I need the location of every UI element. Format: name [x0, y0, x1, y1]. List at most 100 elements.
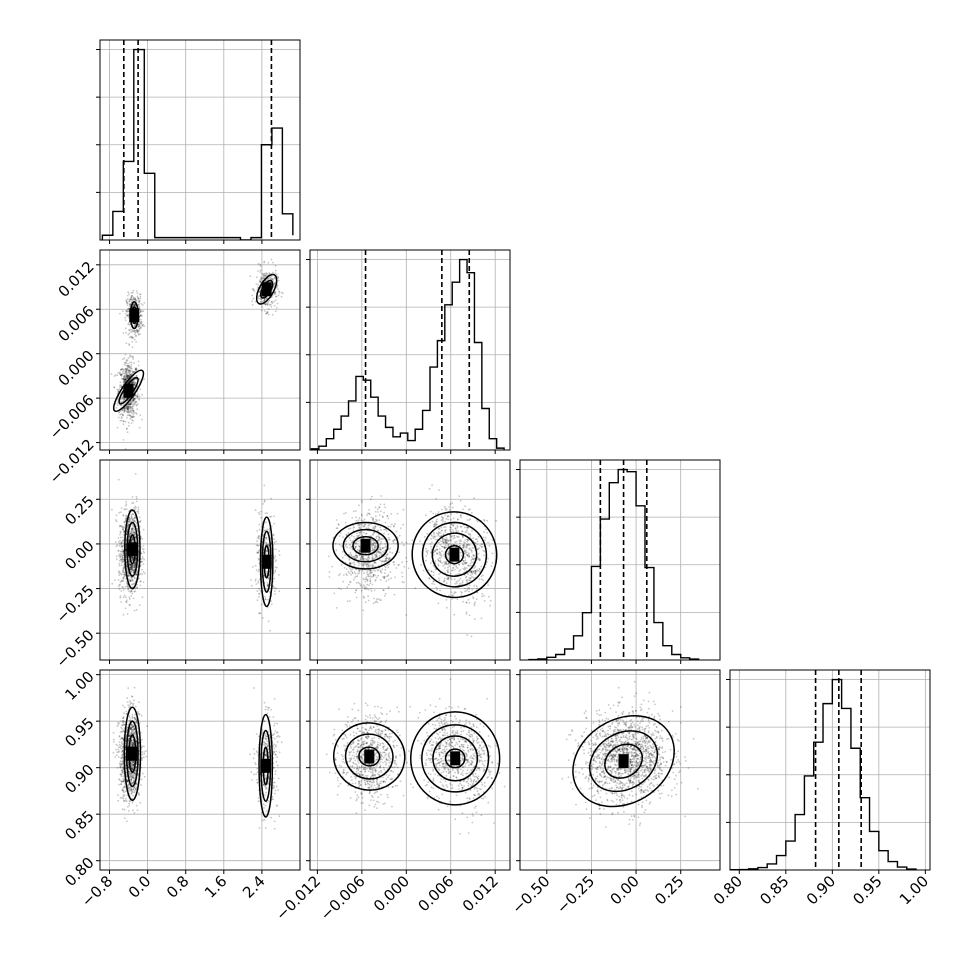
sample-point	[124, 373, 126, 375]
sample-point	[266, 583, 269, 586]
sample-point	[130, 402, 133, 405]
sample-point	[125, 563, 128, 566]
sample-point	[133, 531, 136, 534]
sample-point	[117, 570, 120, 572]
sample-point	[122, 596, 125, 599]
sample-point	[268, 530, 270, 533]
sample-point	[367, 565, 370, 567]
sample-point	[123, 573, 126, 576]
sample-point	[444, 541, 447, 543]
sample-point	[470, 570, 472, 573]
sample-point	[128, 575, 131, 577]
sample-point	[128, 520, 130, 523]
sample-point	[123, 526, 125, 529]
sample-point	[449, 528, 451, 531]
sample-point	[134, 561, 137, 564]
sample-point	[133, 398, 135, 400]
sample-point	[360, 563, 363, 565]
sample-point	[135, 368, 137, 370]
sample-point	[258, 280, 261, 283]
sample-point	[126, 524, 129, 527]
sample-point	[447, 577, 450, 579]
sample-point	[135, 495, 138, 498]
sample-point	[470, 635, 473, 638]
sample-point	[134, 398, 137, 400]
panel-frame	[309, 249, 511, 451]
sample-point	[467, 539, 469, 542]
sample-point	[362, 577, 365, 580]
sample-point	[378, 555, 381, 557]
sample-point	[120, 757, 122, 759]
sample-point	[129, 414, 131, 417]
panel-0-0	[96, 39, 301, 244]
sample-point	[129, 374, 132, 377]
sample-point	[123, 372, 125, 375]
contour-0-0	[332, 521, 399, 570]
sample-point	[350, 570, 352, 572]
sample-point	[464, 567, 467, 570]
sample-point	[134, 381, 137, 384]
sample-point	[487, 557, 489, 560]
sample-point	[130, 377, 133, 380]
sample-point	[126, 377, 129, 379]
sample-point	[140, 560, 143, 563]
sample-point	[465, 613, 468, 615]
sample-point	[119, 766, 122, 769]
sample-point	[369, 579, 372, 582]
sample-point	[129, 403, 132, 406]
sample-point	[451, 502, 454, 505]
sample-point	[267, 577, 270, 580]
sample-point	[385, 580, 388, 582]
sample-point	[337, 587, 340, 589]
sample-point	[347, 532, 350, 534]
sample-point	[256, 537, 259, 539]
sample-point	[371, 547, 374, 549]
sample-point	[134, 564, 137, 567]
sample-point	[461, 591, 463, 594]
sample-point	[137, 506, 140, 509]
sample-point	[128, 578, 131, 581]
sample-point	[488, 595, 490, 598]
sample-point	[448, 594, 450, 597]
sample-point	[442, 565, 445, 567]
sample-point	[383, 560, 385, 563]
sample-point	[478, 547, 480, 550]
sample-point	[466, 551, 468, 553]
sample-point	[263, 274, 266, 277]
sample-point	[371, 495, 373, 498]
sample-point	[443, 561, 446, 563]
sample-point	[445, 508, 448, 511]
sample-point	[134, 717, 137, 720]
sample-point	[351, 541, 354, 543]
sample-point	[428, 577, 431, 580]
sample-point	[134, 335, 137, 337]
sample-point	[121, 525, 124, 528]
sample-point	[432, 523, 435, 526]
sample-point	[384, 557, 387, 560]
sample-point	[140, 321, 142, 324]
sample-point	[455, 540, 458, 543]
sample-point	[379, 552, 381, 555]
sample-point	[129, 566, 132, 569]
sample-point	[436, 549, 438, 551]
sample-point	[359, 558, 362, 561]
sample-point	[467, 564, 470, 567]
sample-point	[136, 586, 138, 589]
sample-point	[133, 686, 136, 689]
sample-point	[119, 558, 122, 561]
sample-point	[115, 754, 118, 757]
sample-point	[395, 530, 398, 533]
sample-point	[371, 549, 374, 552]
sample-point	[125, 342, 128, 345]
sample-point	[443, 553, 445, 556]
sample-point	[360, 519, 363, 522]
sample-point	[444, 520, 447, 523]
sample-point	[387, 578, 390, 581]
sample-point	[121, 555, 124, 558]
sample-point	[134, 331, 137, 334]
sample-point	[133, 777, 136, 780]
sample-point	[258, 593, 261, 595]
sample-point	[386, 575, 389, 577]
sample-point	[381, 515, 384, 518]
